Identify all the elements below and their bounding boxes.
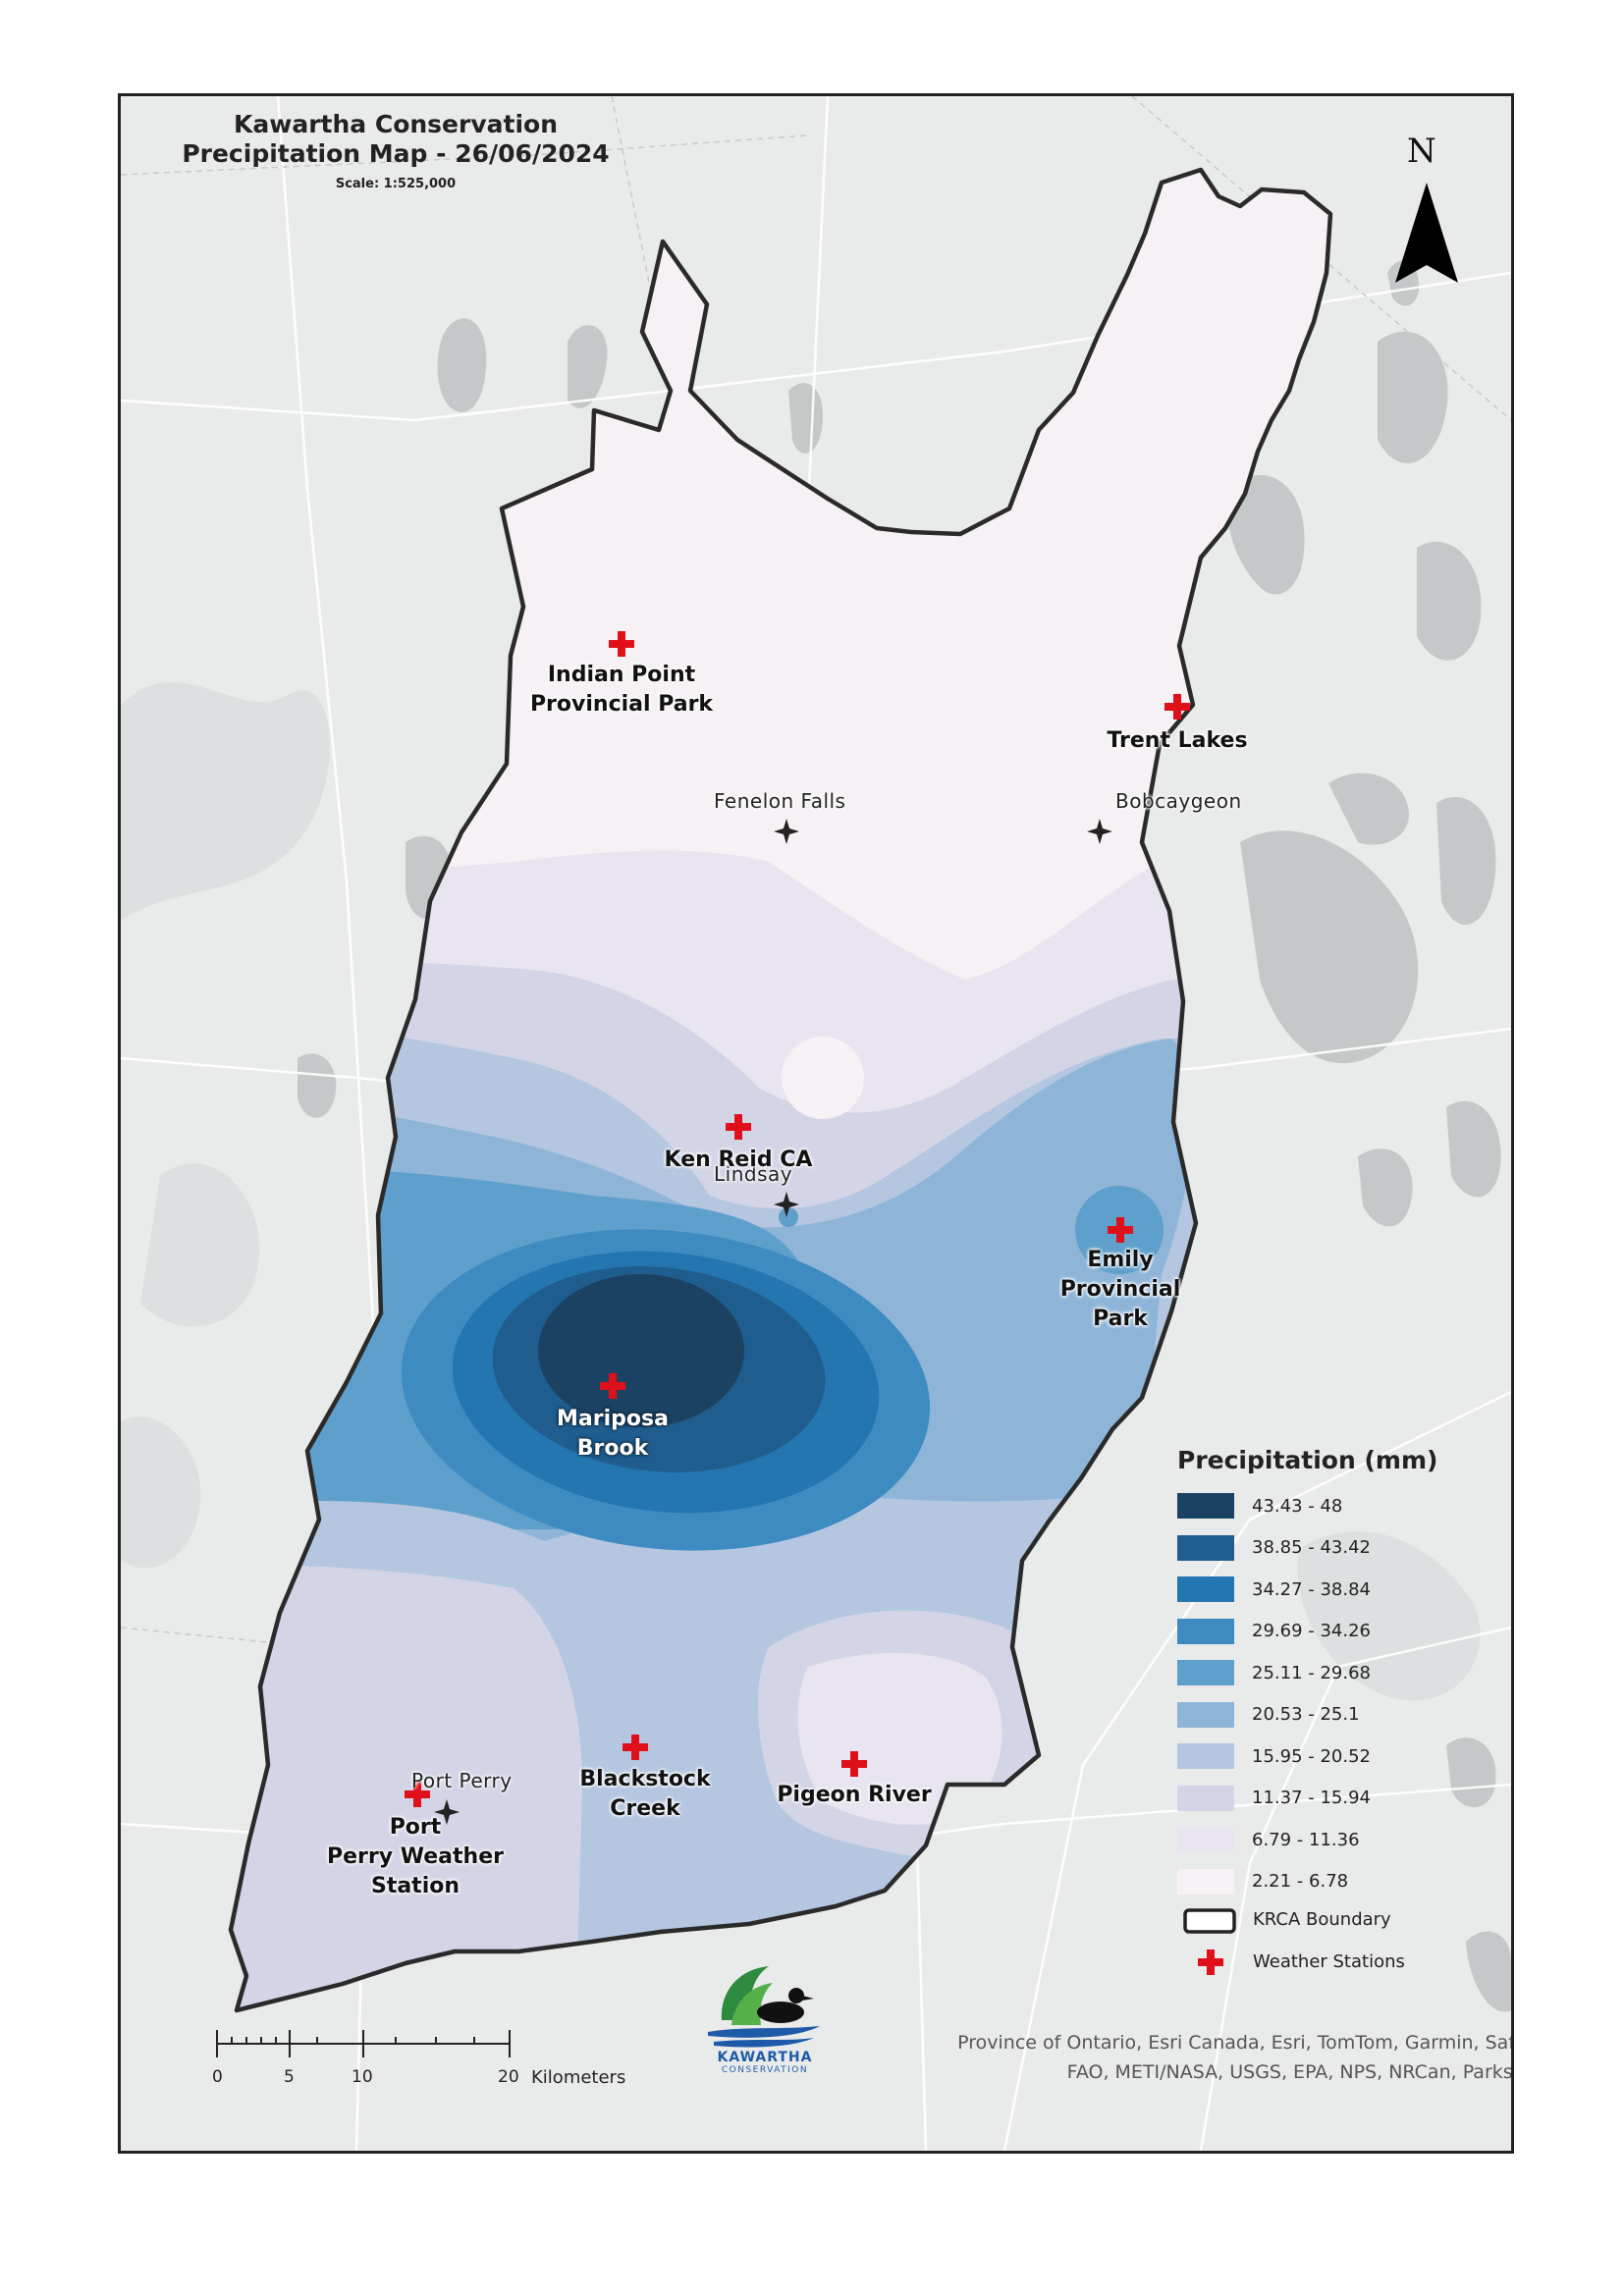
legend-boundary-swatch bbox=[1183, 1908, 1236, 1934]
legend-item: 20.53 - 25.1 bbox=[1177, 1701, 1360, 1729]
station-label-pigeon-river: Pigeon River bbox=[777, 1783, 932, 1807]
station-label-emily: Emily Provincial Park bbox=[1059, 1248, 1181, 1331]
logo-text: KAWARTHA bbox=[717, 2050, 813, 2065]
legend-stations-label: Weather Stations bbox=[1253, 1951, 1405, 1972]
town-marker-bobcaygeon bbox=[1087, 819, 1112, 844]
town-markers bbox=[434, 819, 1112, 1825]
station-marker-pigeon-river bbox=[841, 1751, 867, 1777]
station-label-indian-point: Indian Point Provincial Park bbox=[529, 663, 714, 717]
weather-station-markers bbox=[405, 631, 1190, 1807]
scale-bar bbox=[216, 2030, 511, 2057]
legend-item-label: 38.85 - 43.42 bbox=[1252, 1537, 1371, 1558]
legend-item-label: 25.11 - 29.68 bbox=[1252, 1662, 1371, 1683]
station-label-trent-lakes: Trent Lakes bbox=[1107, 728, 1248, 753]
legend-item-label: 2.21 - 6.78 bbox=[1252, 1871, 1349, 1892]
legend-swatch bbox=[1177, 1534, 1234, 1561]
scale-tick-5: 5 bbox=[284, 2067, 295, 2087]
town-marker-fenelon-falls bbox=[774, 819, 799, 844]
station-marker-trent-lakes bbox=[1164, 694, 1190, 720]
map-frame: Kawartha Conservation Precipitation Map … bbox=[118, 93, 1514, 2154]
logo-subtext: CONSERVATION bbox=[721, 2065, 809, 2075]
legend-item: 25.11 - 29.68 bbox=[1177, 1659, 1371, 1686]
scale-tick-0: 0 bbox=[212, 2067, 223, 2087]
scale-unit: Kilometers bbox=[531, 2067, 626, 2088]
legend-item-label: 20.53 - 25.1 bbox=[1252, 1704, 1360, 1725]
station-label-mariposa: Mariposa Brook bbox=[557, 1407, 669, 1461]
north-label: N bbox=[1407, 132, 1436, 171]
legend-swatch bbox=[1177, 1618, 1234, 1644]
town-label-lindsay: Lindsay bbox=[714, 1162, 793, 1186]
town-marker-port-perry bbox=[434, 1799, 460, 1825]
legend-item-label: 29.69 - 34.26 bbox=[1252, 1621, 1371, 1641]
legend-item: 38.85 - 43.42 bbox=[1177, 1534, 1371, 1562]
station-label-port-perry: Port Perry Weather Station bbox=[327, 1815, 504, 1898]
map-canvas bbox=[121, 96, 1511, 2151]
kawartha-logo-icon bbox=[708, 1966, 820, 2048]
station-label-blackstock: Blackstock Creek bbox=[579, 1767, 711, 1821]
legend-item: 43.43 - 48 bbox=[1177, 1492, 1342, 1520]
legend-swatch bbox=[1177, 1743, 1234, 1769]
legend-item-label: 34.27 - 38.84 bbox=[1252, 1578, 1371, 1600]
station-marker-mariposa bbox=[600, 1373, 625, 1399]
map-subtitle: Precipitation Map - 26/06/2024 bbox=[182, 139, 610, 168]
town-label-bobcaygeon: Bobcaygeon bbox=[1115, 789, 1242, 813]
scale-tick-10: 10 bbox=[352, 2067, 373, 2087]
legend-station-icon bbox=[1198, 1949, 1223, 1975]
legend-item: 6.79 - 11.36 bbox=[1177, 1826, 1360, 1853]
map-title: Kawartha Conservation bbox=[233, 110, 558, 138]
scale-tick-20: 20 bbox=[498, 2067, 519, 2087]
legend-item: 15.95 - 20.52 bbox=[1177, 1742, 1371, 1770]
legend-item-label: 11.37 - 15.94 bbox=[1252, 1788, 1371, 1808]
legend-item: 29.69 - 34.26 bbox=[1177, 1618, 1371, 1645]
legend-boundary-label: KRCA Boundary bbox=[1253, 1909, 1391, 1930]
legend-item: 11.37 - 15.94 bbox=[1177, 1785, 1371, 1812]
legend-item-label: 6.79 - 11.36 bbox=[1252, 1829, 1360, 1850]
legend-swatch bbox=[1177, 1785, 1234, 1811]
station-marker-blackstock bbox=[623, 1735, 648, 1760]
legend-title: Precipitation (mm) bbox=[1177, 1446, 1438, 1474]
station-label-ken-reid: Ken Reid CA bbox=[664, 1148, 813, 1172]
town-marker-lindsay bbox=[774, 1192, 799, 1217]
map-scale-text: Scale: 1:525,000 bbox=[335, 177, 457, 191]
town-label-fenelon-falls: Fenelon Falls bbox=[714, 789, 846, 813]
north-arrow-icon bbox=[1395, 183, 1458, 283]
legend-item-label: 43.43 - 48 bbox=[1252, 1495, 1343, 1517]
krca-boundary bbox=[228, 167, 1333, 2013]
town-label-port-perry: Port Perry bbox=[411, 1769, 513, 1792]
legend-item: 34.27 - 38.84 bbox=[1177, 1575, 1371, 1603]
attribution: Province of Ontario, Esri Canada, Esri, … bbox=[957, 2032, 1513, 2083]
legend-swatch bbox=[1177, 1660, 1234, 1685]
legend-item: 2.21 - 6.78 bbox=[1177, 1868, 1348, 1896]
legend-swatch bbox=[1177, 1827, 1234, 1852]
station-marker-port-perry bbox=[405, 1782, 430, 1807]
legend-item-label: 15.95 - 20.52 bbox=[1252, 1745, 1371, 1767]
legend-swatch bbox=[1177, 1868, 1234, 1895]
station-marker-emily bbox=[1108, 1217, 1133, 1243]
station-marker-indian-point bbox=[609, 631, 634, 657]
legend-swatch bbox=[1177, 1493, 1234, 1519]
legend-swatch bbox=[1177, 1701, 1234, 1728]
legend-swatch bbox=[1177, 1576, 1234, 1602]
station-marker-ken-reid bbox=[726, 1114, 751, 1140]
